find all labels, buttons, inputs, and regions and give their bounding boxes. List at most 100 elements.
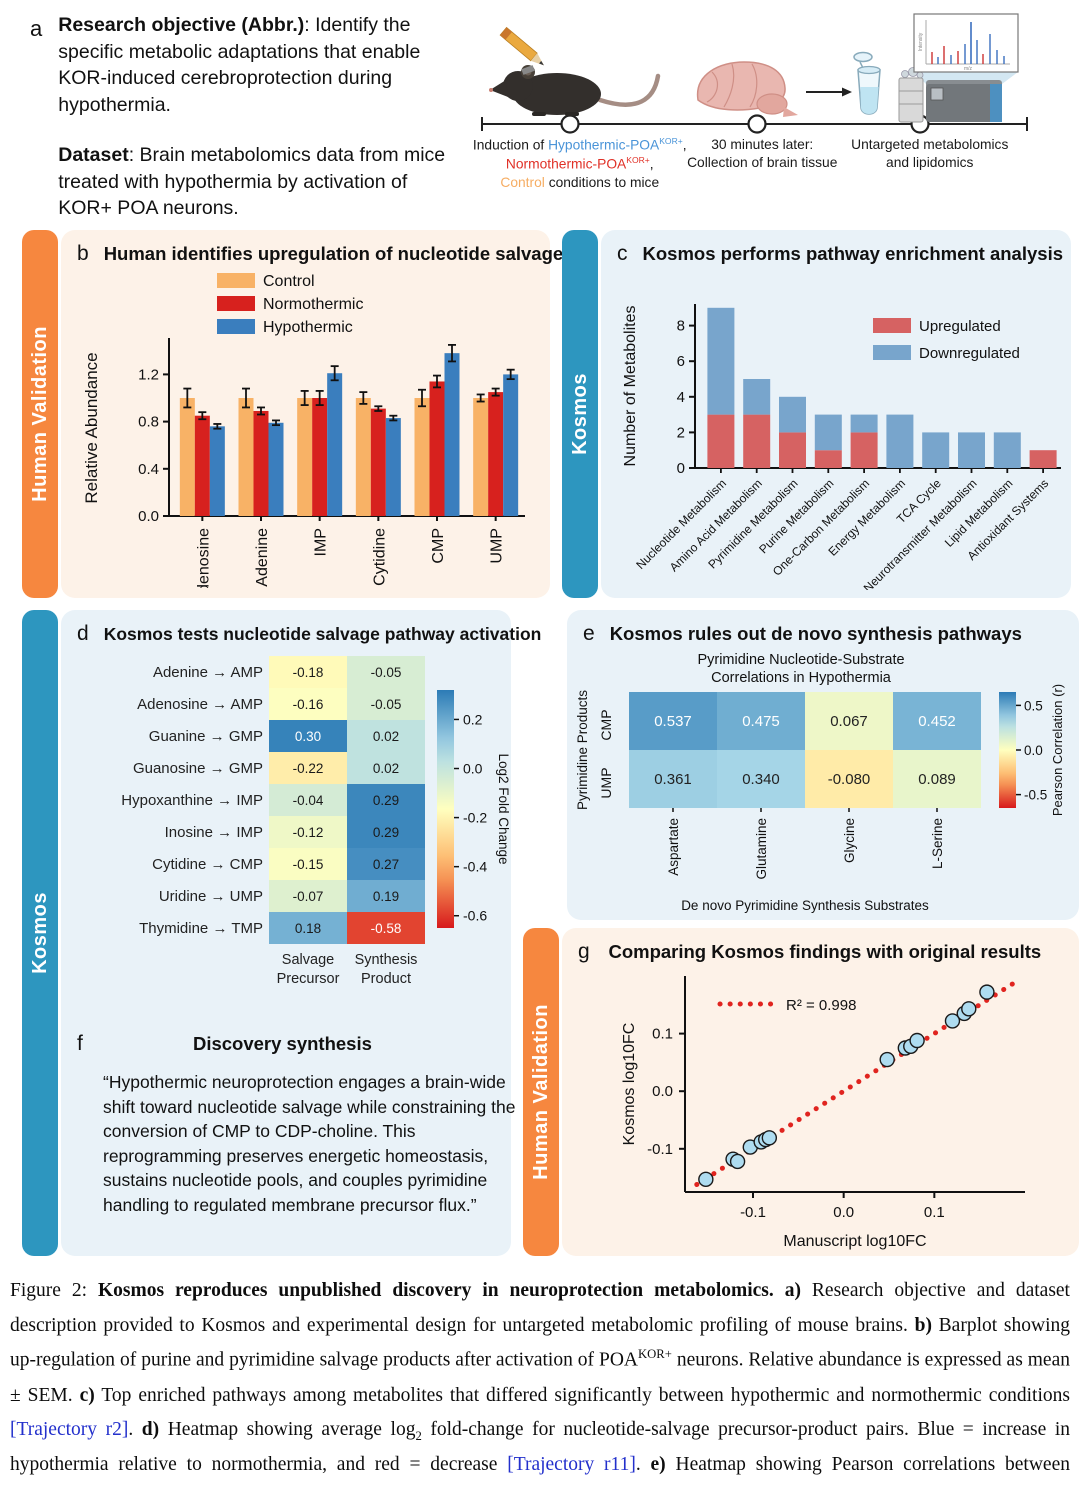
- panel-c-title: Kosmos performs pathway enrichment analy…: [642, 243, 1064, 264]
- mouse-icon: [489, 26, 661, 116]
- panel-a: a Research objective (Abbr.): Identify t…: [0, 8, 1080, 228]
- panel-e-title: Kosmos rules out de novo synthesis pathw…: [609, 623, 1022, 644]
- panel-g-container: Human Validation g Comparing Kosmos find…: [523, 928, 1079, 1256]
- svg-text:Adenosine → AMP: Adenosine → AMP: [137, 696, 263, 713]
- discovery-quote: “Hypothermic neuroprotection engages a b…: [103, 1072, 516, 1215]
- heatmap-pyrimidine-correlations: Pyrimidine Nucleotide-Substrate Correlati…: [575, 652, 1065, 913]
- panel-c: c Kosmos performs pathway enrichment ana…: [601, 230, 1071, 598]
- panel-d: d Kosmos tests nucleotide salvage pathwa…: [61, 610, 541, 1020]
- svg-text:-0.07: -0.07: [293, 889, 324, 904]
- trajectory-link[interactable]: [Trajectory r2]: [10, 1419, 129, 1441]
- panel-g-title: Comparing Kosmos findings with original …: [608, 941, 1042, 962]
- svg-text:0.0: 0.0: [652, 1083, 673, 1100]
- svg-text:-0.18: -0.18: [293, 665, 324, 680]
- svg-text:0.29: 0.29: [373, 793, 399, 808]
- svg-text:0.02: 0.02: [373, 761, 399, 776]
- svg-text:Pearson Correlation (r): Pearson Correlation (r): [1050, 684, 1065, 816]
- svg-text:Guanine → GMP: Guanine → GMP: [149, 728, 263, 745]
- brain-icon: [697, 61, 799, 117]
- svg-text:Glutamine: Glutamine: [754, 818, 769, 880]
- pipeline-arrow: [806, 87, 853, 97]
- svg-text:0.27: 0.27: [373, 857, 399, 872]
- svg-text:Log2 Fold Change: Log2 Fold Change: [496, 753, 509, 864]
- svg-text:L-Serine: L-Serine: [930, 818, 945, 869]
- svg-text:Intensity: Intensity: [918, 32, 924, 51]
- svg-text:Cytidine: Cytidine: [371, 528, 388, 586]
- svg-text:CMP: CMP: [598, 709, 614, 740]
- svg-text:Relative Abundance: Relative Abundance: [82, 352, 101, 503]
- svg-text:Downregulated: Downregulated: [919, 345, 1020, 362]
- svg-text:0.1: 0.1: [652, 1026, 673, 1043]
- svg-text:Product: Product: [361, 971, 411, 987]
- svg-text:Synthesis: Synthesis: [355, 952, 418, 968]
- svg-text:De novo Pyrimidine Synthesis S: De novo Pyrimidine Synthesis Substrates: [681, 898, 929, 913]
- trajectory-link[interactable]: [Trajectory r11]: [507, 1454, 636, 1476]
- svg-text:0.29: 0.29: [373, 825, 399, 840]
- panel-df-container: Kosmos d Kosmos tests nucleotide salvage…: [22, 610, 541, 1256]
- svg-text:-0.6: -0.6: [463, 908, 487, 924]
- svg-text:0.067: 0.067: [830, 713, 868, 730]
- svg-text:Guanosine → GMP: Guanosine → GMP: [133, 760, 263, 777]
- panel-b-title: Human identifies upregulation of nucleot…: [103, 243, 564, 264]
- panel-g-label: g: [578, 940, 590, 963]
- svg-text:0.30: 0.30: [295, 729, 321, 744]
- panel-b: b Human identifies upregulation of nucle…: [61, 230, 563, 598]
- svg-text:1.2: 1.2: [138, 366, 159, 383]
- svg-text:0.0: 0.0: [1024, 743, 1043, 758]
- svg-text:Correlations in Hypothermia: Correlations in Hypothermia: [711, 670, 892, 686]
- tube-icon: [853, 51, 882, 115]
- kosmos-tab-2: Kosmos: [22, 610, 58, 1256]
- svg-text:Glycine: Glycine: [842, 818, 857, 863]
- trajectory-link[interactable]: [Trajectory r15]: [842, 1489, 970, 1490]
- panel-g: g Comparing Kosmos findings with origina…: [562, 928, 1079, 1256]
- svg-text:0.537: 0.537: [654, 713, 692, 730]
- svg-text:Normothermic: Normothermic: [263, 296, 363, 313]
- svg-text:UMP: UMP: [489, 528, 506, 564]
- dataset-description: Dataset: Brain metabolomics data from mi…: [58, 144, 446, 220]
- svg-text:0.089: 0.089: [918, 771, 956, 788]
- heatmap-salvage-foldchange: Adenine → AMP -0.18 -0.05 Adenosine → AMP -0…: [121, 656, 509, 987]
- svg-text:-0.05: -0.05: [371, 665, 402, 680]
- svg-text:0.0: 0.0: [138, 508, 159, 525]
- svg-text:0.8: 0.8: [138, 414, 159, 431]
- panel-c-container: Kosmos c Kosmos performs pathway enrichm…: [562, 230, 1071, 598]
- svg-text:-0.05: -0.05: [371, 697, 402, 712]
- svg-text:8: 8: [677, 318, 685, 335]
- timeline-marker-2: [747, 114, 767, 134]
- svg-text:Adenine → AMP: Adenine → AMP: [153, 664, 263, 681]
- panel-f-label: f: [77, 1032, 83, 1055]
- svg-text:Adenine: Adenine: [254, 528, 271, 587]
- svg-text:0.19: 0.19: [373, 889, 399, 904]
- svg-text:Manuscript log10FC: Manuscript log10FC: [783, 1233, 926, 1250]
- svg-text:0.475: 0.475: [742, 713, 780, 730]
- svg-text:6: 6: [677, 353, 685, 370]
- svg-text:0.340: 0.340: [742, 771, 780, 788]
- research-objective: Research objective (Abbr.): Identify the…: [58, 14, 421, 116]
- svg-text:-0.1: -0.1: [647, 1141, 673, 1158]
- panel-e: e Kosmos rules out de novo synthesis pat…: [567, 610, 1079, 920]
- human-validation-tab-2: Human Validation: [523, 928, 559, 1256]
- step-label-induction: Induction of Hypothermic-POAKOR+, Normoth…: [472, 136, 687, 190]
- svg-text:UMP: UMP: [598, 767, 614, 798]
- svg-text:Kosmos log10FC: Kosmos log10FC: [621, 1023, 638, 1146]
- svg-text:-0.58: -0.58: [371, 921, 402, 936]
- injector-pencil-icon: [499, 26, 545, 66]
- panel-f-title: Discovery synthesis: [192, 1033, 372, 1054]
- panel-a-label: a: [30, 16, 43, 41]
- figure-caption: Figure 2: Kosmos reproduces unpublished …: [10, 1274, 1070, 1490]
- svg-text:0.452: 0.452: [918, 713, 956, 730]
- mass-spec-icon: [898, 67, 1019, 123]
- bar-chart-salvage-products: Control Normothermic Hypothermic 0.0 0.4 0.8 1…: [82, 273, 525, 588]
- svg-text:-0.16: -0.16: [293, 697, 324, 712]
- svg-text:Aspartate: Aspartate: [666, 818, 681, 876]
- svg-text:Uridine → UMP: Uridine → UMP: [159, 888, 263, 905]
- svg-text:IMP: IMP: [313, 528, 330, 556]
- panel-b-label: b: [77, 242, 89, 265]
- panel-a-text: Research objective (Abbr.): Identify the…: [58, 12, 458, 228]
- schematic-graphic: Intensity m/z: [481, 13, 1029, 134]
- svg-text:-0.04: -0.04: [293, 793, 324, 808]
- panel-d-title: Kosmos tests nucleotide salvage pathway …: [103, 624, 542, 644]
- svg-text:Hypoxanthine → IMP: Hypoxanthine → IMP: [121, 792, 263, 809]
- svg-text:-0.1: -0.1: [740, 1204, 766, 1221]
